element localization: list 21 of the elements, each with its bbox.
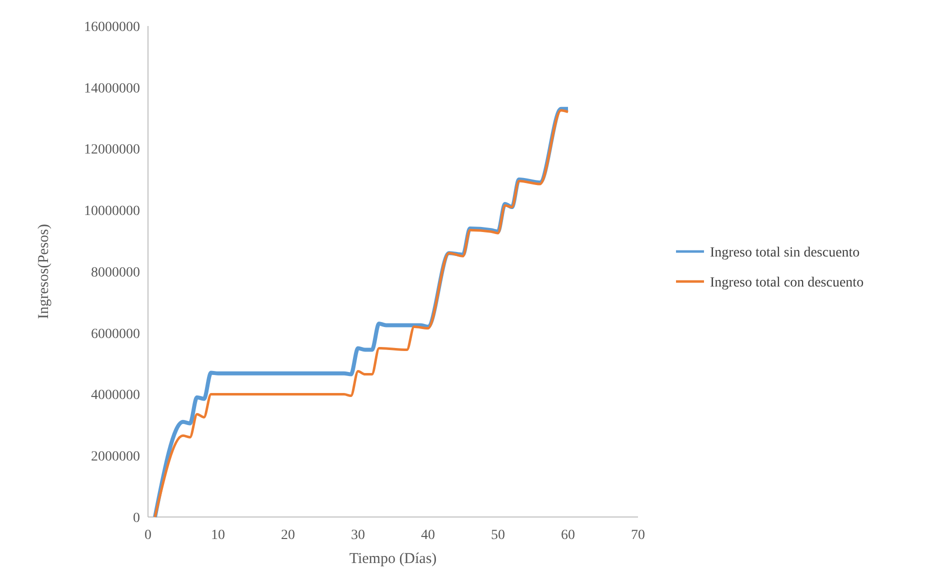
x-tick-label: 60 bbox=[561, 528, 575, 543]
x-axis-title: Tiempo (Días) bbox=[349, 551, 437, 567]
x-tick-label: 30 bbox=[351, 528, 365, 543]
y-axis-title: Ingresos(Pesos) bbox=[36, 224, 52, 319]
y-tick-label: 12000000 bbox=[84, 142, 140, 158]
y-tick-label: 4000000 bbox=[91, 388, 140, 404]
y-tick-label: 16000000 bbox=[84, 20, 140, 35]
x-tick-label: 20 bbox=[281, 528, 295, 543]
y-tick-label: 0 bbox=[133, 510, 140, 526]
x-tick-label: 70 bbox=[631, 528, 645, 543]
y-tick-label: 6000000 bbox=[91, 326, 140, 342]
legend-label: Ingreso total sin descuento bbox=[710, 245, 860, 260]
y-tick-label: 2000000 bbox=[91, 450, 140, 465]
y-tick-label: 8000000 bbox=[91, 265, 140, 280]
x-tick-label: 40 bbox=[421, 528, 435, 543]
x-tick-label: 10 bbox=[211, 528, 225, 543]
y-tick-label: 14000000 bbox=[84, 81, 140, 96]
x-tick-label: 50 bbox=[491, 528, 505, 543]
legend-label: Ingreso total con descuento bbox=[710, 275, 864, 290]
x-tick-label: 0 bbox=[144, 528, 152, 543]
y-tick-label: 10000000 bbox=[84, 204, 140, 220]
